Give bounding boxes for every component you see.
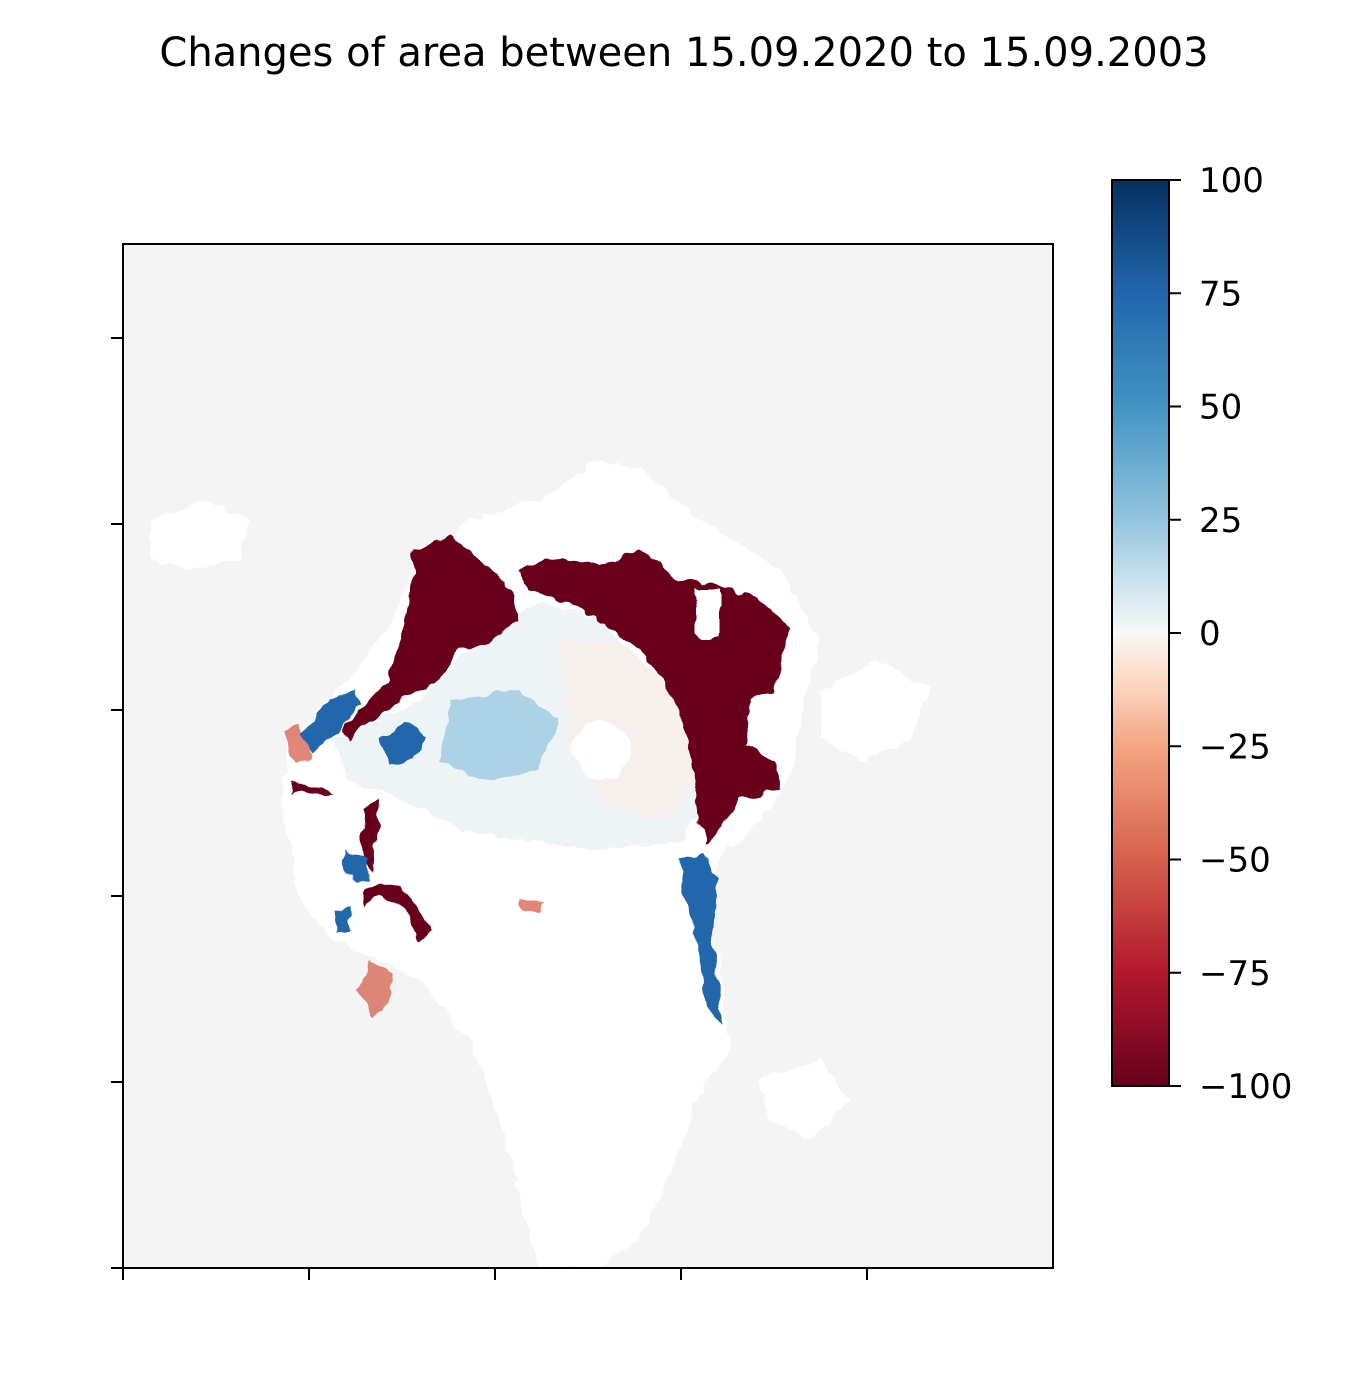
- colorbar-tick-label: 50: [1199, 388, 1242, 428]
- colorbar: 100 75 50 25 0 −25 −50 −75 −100: [1112, 161, 1292, 1107]
- colorbar-tick-label: 0: [1199, 614, 1221, 654]
- colorbar-tick-label: 25: [1199, 501, 1242, 541]
- x-axis-ticks: [123, 1268, 867, 1280]
- colorbar-ticks: 100 75 50 25 0 −25 −50 −75 −100: [1169, 161, 1292, 1107]
- chart-title: Changes of area between 15.09.2020 to 15…: [159, 30, 1208, 76]
- colorbar-tick-label: −50: [1199, 841, 1271, 881]
- y-axis-ticks: [111, 338, 123, 1268]
- colorbar-tick-label: −25: [1199, 727, 1271, 767]
- colorbar-tick-label: 75: [1199, 274, 1242, 314]
- map-plot: [123, 244, 1053, 1268]
- colorbar-bar: [1112, 180, 1169, 1086]
- colorbar-tick-label: −75: [1199, 954, 1271, 994]
- nodata-patch: [696, 588, 720, 638]
- colorbar-tick-label: 100: [1199, 161, 1264, 201]
- colorbar-tick-label: −100: [1199, 1067, 1292, 1107]
